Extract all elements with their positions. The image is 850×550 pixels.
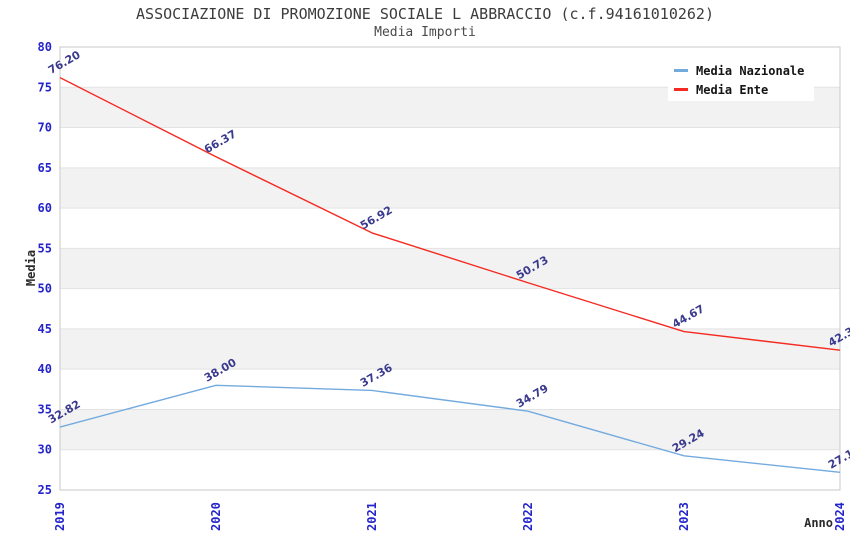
x-tick-label: 2019 <box>53 502 67 531</box>
y-tick-label: 65 <box>38 161 52 175</box>
x-tick-label: 2020 <box>209 502 223 531</box>
x-tick-label: 2022 <box>521 502 535 531</box>
y-tick-label: 45 <box>38 322 52 336</box>
legend-label-media-ente: Media Ente <box>696 82 769 97</box>
series-line <box>59 76 841 351</box>
plot-band <box>60 409 840 450</box>
plot-border <box>59 46 841 491</box>
plot-band <box>60 248 840 289</box>
y-tick-label: 50 <box>38 282 52 296</box>
plot-band <box>60 288 840 329</box>
plot-band <box>60 127 840 168</box>
plot-band <box>60 167 840 209</box>
plot-band <box>60 208 840 249</box>
x-tick-label: 2024 <box>833 502 847 531</box>
plot-band <box>60 328 840 370</box>
y-axis-title: Media <box>24 249 38 287</box>
series-line <box>59 384 841 474</box>
legend-item-media-nazionale: Media Nazionale <box>674 61 814 80</box>
x-tick-label: 2023 <box>677 502 691 531</box>
y-tick-label: 35 <box>38 402 52 416</box>
y-tick-label: 80 <box>38 40 52 54</box>
chart-subtitle: Media Importi <box>374 25 476 40</box>
y-tick-label: 25 <box>38 483 52 497</box>
y-tick-label: 30 <box>38 443 52 457</box>
legend: Media Nazionale Media Ente <box>668 57 814 101</box>
y-tick-label: 40 <box>38 362 52 376</box>
legend-item-media-ente: Media Ente <box>674 80 814 99</box>
legend-swatch-blue-line-icon <box>674 69 688 72</box>
plot-band <box>60 449 840 490</box>
y-tick-label: 55 <box>38 241 52 255</box>
legend-swatch-red-line-icon <box>674 88 688 91</box>
y-tick-label: 60 <box>38 201 52 215</box>
x-tick-label: 2021 <box>365 502 379 531</box>
plot-band <box>60 369 840 410</box>
legend-label-media-nazionale: Media Nazionale <box>696 63 805 78</box>
x-axis-title: Anno <box>804 516 833 530</box>
y-tick-label: 70 <box>38 121 52 135</box>
y-tick-label: 75 <box>38 80 52 94</box>
chart-title: ASSOCIAZIONE DI PROMOZIONE SOCIALE L ABB… <box>136 5 714 23</box>
